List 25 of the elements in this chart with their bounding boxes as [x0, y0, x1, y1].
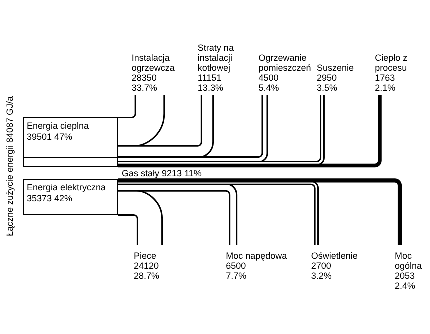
- category-label: Gas stały: [122, 168, 160, 179]
- data-label: 4500 5.4%: [258, 73, 280, 93]
- data-label: 28350 33.7%: [132, 73, 158, 93]
- category-label: Ciepło z procesu: [375, 53, 408, 73]
- category-label: Energia cieplna: [27, 121, 90, 131]
- data-label: 9213 11%: [162, 168, 202, 179]
- category-label: Ogrzewanie pomieszczeń: [258, 53, 312, 73]
- data-label: 2700 3.2%: [311, 261, 332, 281]
- category-label: Moc napędowa: [226, 251, 288, 261]
- data-label: 24120 28.7%: [134, 261, 160, 281]
- data-label: 2950 3.5%: [317, 73, 338, 93]
- category-label: Straty na instalacji kotłowej: [198, 43, 234, 73]
- data-label: 11151 13.3%: [198, 73, 224, 93]
- data-label: 35373 42%: [27, 194, 73, 204]
- text: Łączne zużycie energii 84087 GJ/a: [5, 96, 15, 237]
- category-label: Oświetlenie: [311, 251, 358, 261]
- data-label: 2053 2.4%: [394, 271, 416, 291]
- data-label: 1763 2.1%: [375, 73, 396, 93]
- data-label: 6500 7.7%: [226, 261, 247, 281]
- category-label: Moc ogólna: [394, 251, 422, 271]
- category-label: Energia elektryczna: [27, 182, 106, 193]
- category-label: Suszenie: [317, 63, 354, 73]
- category-label: Piece: [134, 251, 156, 261]
- category-label: Instalacja ogrzewcza: [132, 53, 175, 73]
- data-label: 39501 47%: [27, 132, 73, 142]
